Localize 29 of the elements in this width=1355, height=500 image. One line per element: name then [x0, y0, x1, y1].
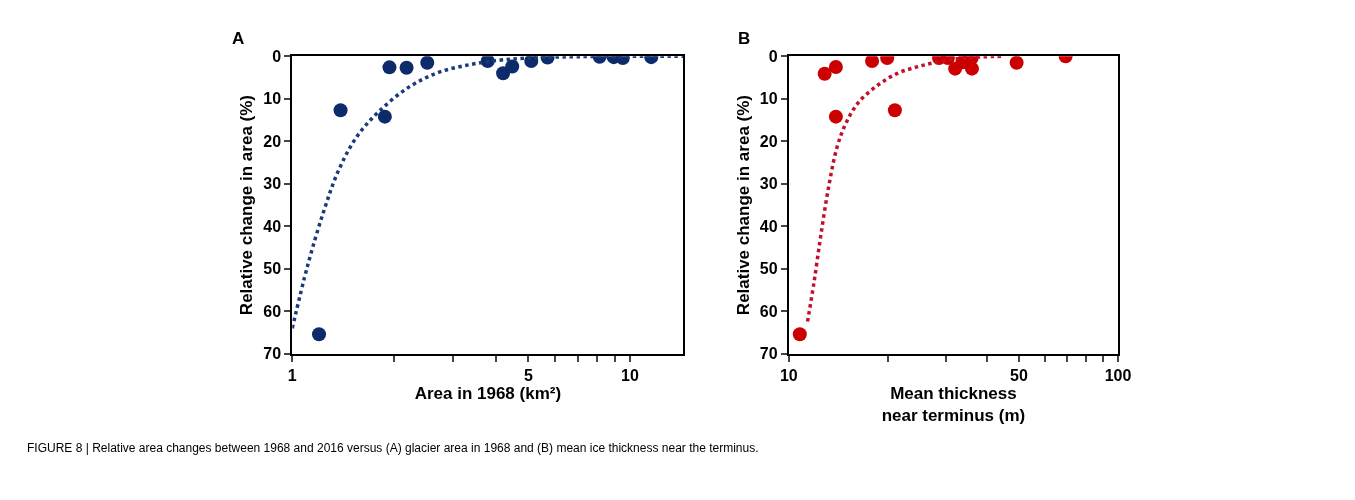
- x-tick-label: 1: [287, 367, 297, 385]
- y-tick-label: 20: [263, 132, 282, 150]
- y-tick-label: 40: [263, 217, 282, 235]
- y-tick-label: 30: [759, 175, 778, 193]
- x-tick-label: 100: [1104, 367, 1132, 385]
- x-tick-label: 10: [779, 367, 798, 385]
- y-tick-label: 30: [263, 175, 282, 193]
- chart-title: B: [738, 29, 751, 48]
- y-tick-label: 70: [263, 345, 282, 363]
- x-axis-title: Area in 1968 (km²): [414, 384, 562, 404]
- y-tick-label: 50: [263, 260, 282, 278]
- y-tick-label: 70: [759, 345, 778, 363]
- y-axis-title: Relative change in area (%): [733, 94, 753, 316]
- caption: FIGURE 8 | Relative area changes between 1968 and 2016 versus (A) glacier area in 1968 and (B) mean ice thickness near the terminus.: [27, 441, 759, 455]
- x-tick-label: 5: [523, 367, 533, 385]
- x-tick-label: 50: [1010, 367, 1028, 385]
- y-tick-label: 40: [759, 217, 778, 235]
- chart-title: A: [232, 29, 245, 48]
- y-tick-label: 0: [768, 47, 778, 65]
- y-tick-label: 20: [759, 132, 778, 150]
- x-tick-label: 10: [621, 367, 640, 385]
- y-tick-label: 0: [272, 47, 282, 65]
- y-tick-label: 60: [263, 302, 282, 320]
- y-axis-title: Relative change in area (%): [237, 94, 257, 316]
- y-tick-label: 10: [263, 90, 282, 108]
- y-tick-label: 50: [759, 260, 778, 278]
- x-axis-title: Mean thickness near terminus (m): [881, 384, 1026, 426]
- y-tick-label: 60: [759, 302, 778, 320]
- y-tick-label: 10: [759, 90, 778, 108]
